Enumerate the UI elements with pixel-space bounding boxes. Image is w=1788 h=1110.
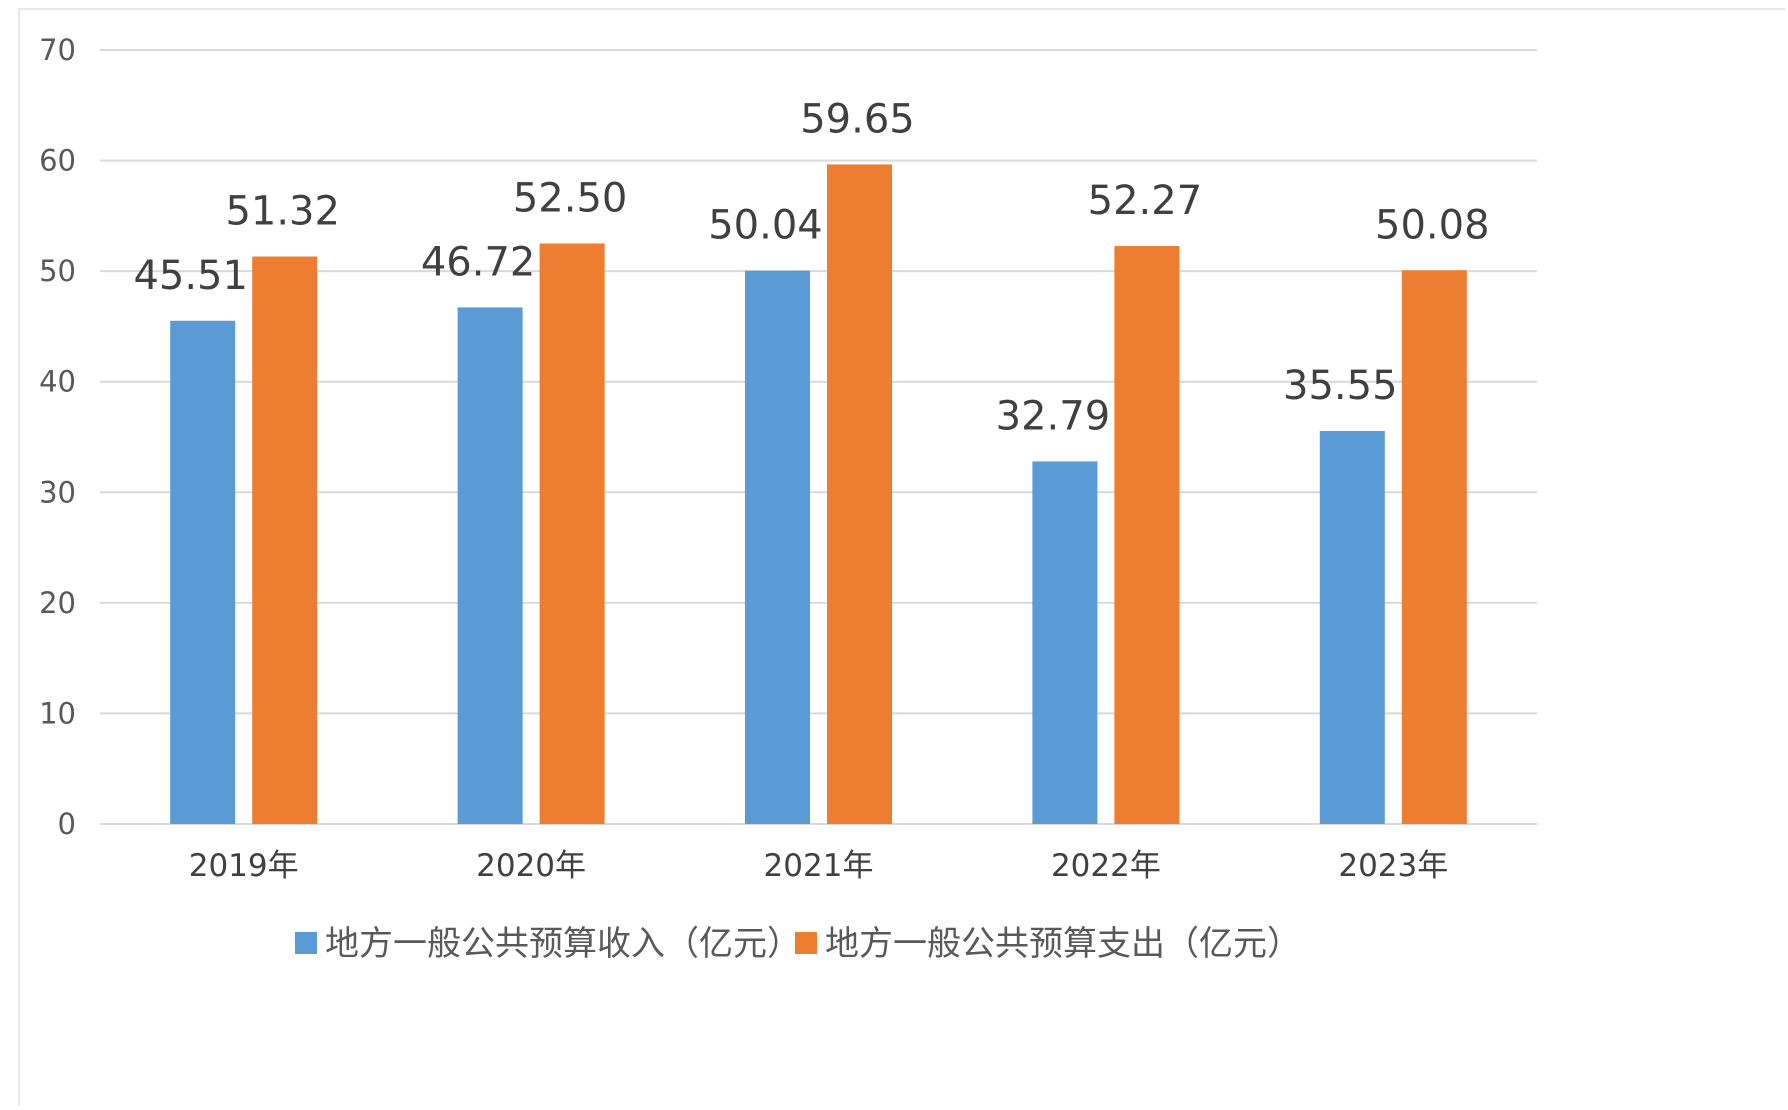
- x-category-label: 2022年: [1051, 848, 1161, 884]
- y-tick-label: 60: [39, 144, 76, 178]
- bar-series-2: [252, 256, 318, 824]
- x-category-label: 2023年: [1338, 848, 1448, 884]
- y-axis-ticks: 0 10 20 30 40 50 60 70: [39, 33, 76, 841]
- legend-swatch: [795, 932, 817, 954]
- data-label: 46.72: [421, 239, 536, 285]
- bar-series-1: [1319, 430, 1385, 824]
- chart-frame: 0 10 20 30 40 50 60 70 45.51 51.32 46.72 52.50 50.0…: [18, 8, 1785, 1105]
- y-tick-label: 30: [39, 475, 76, 509]
- data-label: 50.08: [1375, 202, 1490, 248]
- data-label: 52.27: [1088, 178, 1203, 224]
- data-label: 51.32: [225, 189, 340, 235]
- data-label: 59.65: [800, 96, 915, 142]
- data-label: 35.55: [1283, 363, 1398, 409]
- x-axis-categories: 2019年 2020年 2021年 2022年 2023年: [189, 848, 1449, 884]
- bar-series-2: [827, 164, 892, 825]
- data-label: 50.04: [708, 203, 823, 249]
- y-tick-label: 50: [39, 254, 76, 288]
- gridlines: [100, 49, 1537, 825]
- bar-series-2: [539, 243, 605, 824]
- legend-swatch: [295, 932, 317, 954]
- bar-series-2: [1114, 246, 1180, 824]
- bar-series-1: [1032, 461, 1098, 824]
- y-tick-label: 20: [39, 586, 76, 620]
- legend-label: 地方一般公共预算支出（亿元）: [825, 924, 1301, 964]
- bar-series-2: [1401, 270, 1467, 824]
- data-label: 32.79: [996, 393, 1111, 439]
- bar-chart: 0 10 20 30 40 50 60 70 45.51 51.32 46.72 52.50 50.0…: [39, 33, 1537, 964]
- bar-series-1: [170, 320, 236, 824]
- legend: 地方一般公共预算收入（亿元） 地方一般公共预算支出（亿元）: [295, 924, 1301, 964]
- x-category-label: 2020年: [476, 848, 586, 884]
- y-tick-label: 10: [39, 696, 76, 730]
- bar-series-1: [745, 270, 810, 824]
- y-tick-label: 0: [58, 807, 76, 841]
- x-category-label: 2021年: [764, 848, 874, 884]
- bar-series-1: [457, 307, 523, 824]
- y-tick-label: 70: [39, 33, 76, 67]
- x-category-label: 2019年: [189, 848, 299, 884]
- data-label: 52.50: [513, 176, 628, 222]
- y-tick-label: 40: [39, 365, 76, 399]
- bars: [170, 164, 1467, 825]
- data-labels: 45.51 51.32 46.72 52.50 50.04 59.65 32.79 52.27…: [133, 96, 1489, 439]
- legend-label: 地方一般公共预算收入（亿元）: [325, 924, 801, 964]
- data-label: 45.51: [133, 253, 248, 299]
